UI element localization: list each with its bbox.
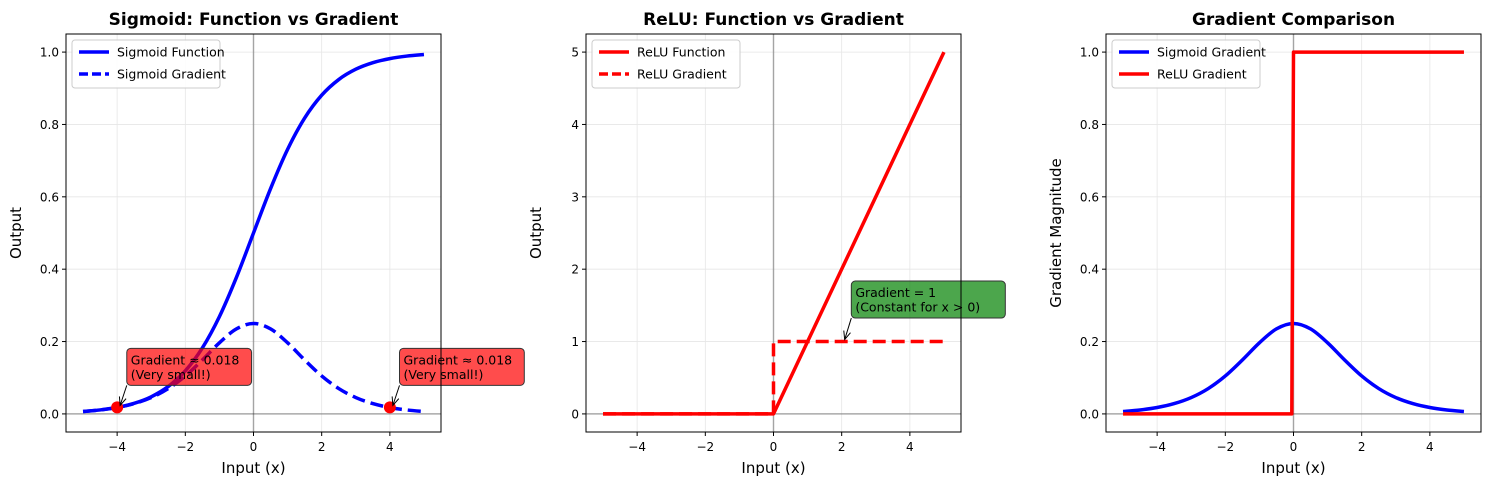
y-axis-label: Gradient Magnitude bbox=[1047, 158, 1065, 308]
legend-label: ReLU Gradient bbox=[637, 67, 727, 82]
y-tick-label: 0.4 bbox=[40, 263, 59, 277]
y-tick-label: 1.0 bbox=[1080, 46, 1099, 60]
x-tick-label: 4 bbox=[386, 440, 394, 454]
x-tick-label: 4 bbox=[906, 440, 914, 454]
x-tick-label: 2 bbox=[318, 440, 326, 454]
chart-panel-3: −4 −2 0 2 4 0.0 0.2 0.4 0.6 0.8 1.0 Gradient Compar… bbox=[1047, 10, 1482, 477]
y-tick-label: 0.4 bbox=[1080, 263, 1099, 277]
annotation-text: (Very small!) bbox=[131, 367, 211, 382]
annotation-text: (Very small!) bbox=[404, 367, 484, 382]
x-tick-label: 4 bbox=[1426, 440, 1434, 454]
x-tick-label: −4 bbox=[628, 440, 646, 454]
x-tick-label: 2 bbox=[838, 440, 846, 454]
x-tick-label: 2 bbox=[1358, 440, 1366, 454]
y-tick-label: 0.6 bbox=[1080, 190, 1099, 204]
x-tick-label: −4 bbox=[1148, 440, 1166, 454]
y-axis-label: Output bbox=[7, 207, 25, 259]
y-tick-label: 0.8 bbox=[40, 118, 59, 132]
series-line-relu-gradient bbox=[1123, 50, 1464, 416]
annotation-arrowhead bbox=[118, 396, 127, 407]
annotation-box bbox=[126, 347, 253, 386]
y-tick-label: 1.0 bbox=[40, 46, 59, 60]
y-tick-label: 0.8 bbox=[1080, 118, 1099, 132]
annotation-box bbox=[399, 347, 525, 386]
x-axis-label: Input (x) bbox=[221, 459, 285, 477]
x-tick-label: 0 bbox=[770, 440, 778, 454]
y-tick-label: 3 bbox=[571, 190, 579, 204]
series-line-relu-gradient bbox=[603, 339, 944, 416]
annotation-text: Gradient ≈ 0.018 bbox=[131, 352, 240, 367]
y-tick-label: 2 bbox=[571, 263, 579, 277]
y-axis-label: Output bbox=[527, 207, 545, 259]
y-tick-label: 5 bbox=[571, 46, 579, 60]
y-tick-label: 0.6 bbox=[40, 190, 59, 204]
annotation-arrowhead bbox=[391, 396, 400, 407]
legend-label: Sigmoid Gradient bbox=[117, 67, 226, 82]
annotation-arrowhead bbox=[843, 330, 851, 341]
annotation-text: (Constant for x > 0) bbox=[855, 300, 980, 315]
x-axis-label: Input (x) bbox=[1261, 459, 1325, 477]
y-tick-label: 0.2 bbox=[1080, 335, 1099, 349]
legend-label: Sigmoid Function bbox=[117, 45, 225, 60]
legend-label: ReLU Gradient bbox=[1157, 67, 1247, 82]
legend: Sigmoid Function Sigmoid Gradient bbox=[71, 39, 226, 89]
x-tick-label: −2 bbox=[1216, 440, 1234, 454]
annotation-text: Gradient ≈ 0.018 bbox=[404, 352, 513, 367]
chart-title: Sigmoid: Function vs Gradient bbox=[109, 10, 399, 30]
chart-title: Gradient Comparison bbox=[1192, 10, 1395, 30]
y-tick-label: 1 bbox=[571, 335, 579, 349]
legend: ReLU Function ReLU Gradient bbox=[591, 39, 741, 89]
annotation-box bbox=[850, 280, 1006, 319]
annotation-arrow bbox=[392, 385, 400, 406]
chart-panel-2: Gradient = 1(Constant for x > 0) −4 −2 0 2 4 0… bbox=[527, 10, 1006, 477]
x-tick-label: 0 bbox=[250, 440, 258, 454]
y-tick-label: 4 bbox=[571, 118, 579, 132]
chart-title: ReLU: Function vs Gradient bbox=[643, 10, 904, 30]
y-tick-label: 0 bbox=[571, 407, 579, 421]
legend-label: ReLU Function bbox=[637, 45, 725, 60]
x-tick-label: −2 bbox=[696, 440, 714, 454]
series-line-relu-function bbox=[603, 51, 946, 416]
x-axis-label: Input (x) bbox=[741, 459, 805, 477]
chart-panel-1: Gradient ≈ 0.018(Very small!)Gradient ≈ … bbox=[7, 10, 525, 477]
legend-label: Sigmoid Gradient bbox=[1157, 45, 1266, 60]
annotation-arrow bbox=[844, 317, 852, 340]
x-tick-label: 0 bbox=[1290, 440, 1298, 454]
legend: Sigmoid Gradient ReLU Gradient bbox=[1111, 39, 1266, 89]
annotation-text: Gradient = 1 bbox=[855, 285, 936, 300]
y-tick-label: 0.0 bbox=[1080, 407, 1099, 421]
y-tick-label: 0.2 bbox=[40, 335, 59, 349]
y-tick-label: 0.0 bbox=[40, 407, 59, 421]
annotation-arrow bbox=[119, 385, 128, 406]
x-tick-label: −2 bbox=[176, 440, 194, 454]
x-tick-label: −4 bbox=[108, 440, 126, 454]
series-line-sigmoid-gradient bbox=[82, 321, 425, 414]
